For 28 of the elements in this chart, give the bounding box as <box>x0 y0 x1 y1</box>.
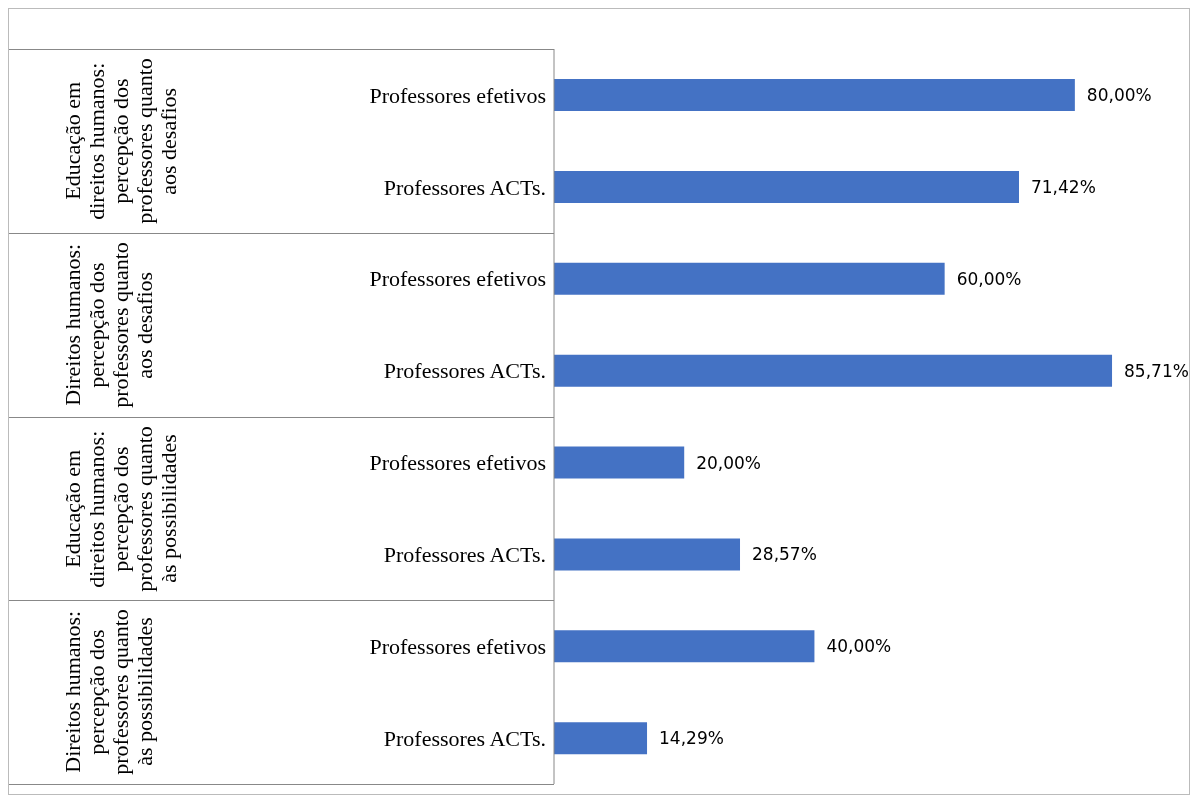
y-tick-label: Professores ACTs. <box>383 358 546 384</box>
data-label: 28,57% <box>752 544 817 565</box>
y-tick-label: Professores ACTs. <box>383 725 546 751</box>
y-tick-label: Professores ACTs. <box>383 542 546 568</box>
text: Direitos humanos: percepção dos professores quanto aos desafios <box>60 240 157 410</box>
data-label: 14,29% <box>659 728 724 749</box>
y-tick-label: Professores efetivos <box>369 450 546 476</box>
y-tick-label: Professores efetivos <box>369 82 546 108</box>
bar <box>554 446 685 479</box>
bar <box>554 630 815 663</box>
y-tick-label: Professores efetivos <box>369 266 546 292</box>
data-label: 80,00% <box>1086 85 1152 106</box>
bar <box>554 722 648 755</box>
bar <box>554 170 1019 203</box>
text: Educação em direitos humanos: percepção dos professores quanto às possibilidades <box>60 424 181 594</box>
bar <box>554 262 945 295</box>
text: Direitos humanos: percepção dos professores quanto às possibilidades <box>60 608 157 777</box>
bar <box>554 538 741 571</box>
data-label: 71,42% <box>1031 176 1096 197</box>
y-tick-label: Professores ACTs. <box>383 174 546 200</box>
data-label: 40,00% <box>826 636 892 657</box>
bar <box>554 354 1113 387</box>
text: Educação em direitos humanos: percepção dos professores quanto aos desafios <box>60 57 181 226</box>
data-label: 20,00% <box>696 452 762 473</box>
data-label: 85,71% <box>1124 360 1189 381</box>
y-tick-label: Professores efetivos <box>369 634 546 659</box>
bar <box>554 79 1075 111</box>
data-label: 60,00% <box>956 268 1022 289</box>
